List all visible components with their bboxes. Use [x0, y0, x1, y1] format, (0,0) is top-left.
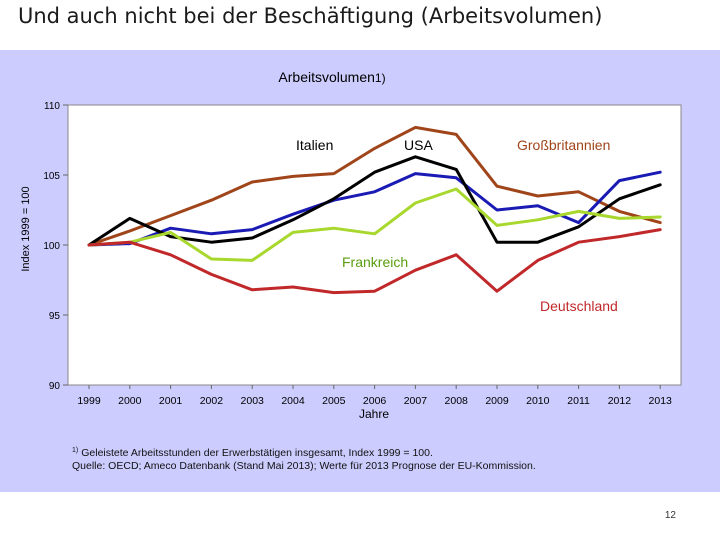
series-label-gb: Großbritannien	[517, 137, 610, 153]
y-tick-label: 90	[49, 381, 61, 392]
x-tick-label: 2012	[608, 395, 632, 407]
slide-title: Und auch nicht bei der Beschäftigung (Ar…	[18, 4, 603, 28]
y-tick-label: 110	[44, 101, 60, 112]
y-tick-label: 100	[43, 241, 60, 252]
x-tick-label: 2008	[445, 395, 469, 407]
footnote: 1) Geleistete Arbeitsstunden der Erwerbst…	[72, 444, 536, 473]
x-tick-label: 2007	[404, 395, 428, 407]
x-tick-label: 2009	[485, 395, 509, 407]
footnote-line-2: Quelle: OECD; Ameco Datenbank (Stand Mai…	[72, 460, 536, 472]
y-tick-label: 95	[49, 311, 61, 322]
x-tick-label: 1999	[77, 395, 101, 407]
series-line-deutschland	[87, 228, 662, 295]
x-tick-label: 2011	[567, 395, 590, 407]
x-tick-label: 2005	[322, 395, 346, 407]
x-tick-label: 2004	[281, 395, 305, 407]
chart-title: Arbeitsvolumen1)	[278, 69, 385, 85]
x-tick-label: 2002	[200, 395, 224, 407]
footnote-marker: 1)	[72, 447, 79, 454]
series-label-usa: USA	[404, 137, 433, 153]
series-line-usa	[87, 125, 662, 247]
plot-area	[67, 104, 682, 386]
x-axis-title: Jahre	[359, 407, 389, 421]
series-line-grossbritannien	[87, 170, 662, 247]
footnote-line-1: Geleistete Arbeitsstunden der Erwerbstät…	[81, 447, 433, 459]
y-tick-label: 105	[43, 171, 60, 182]
x-tick-label: 2001	[159, 395, 183, 407]
series-line-frankreich	[87, 187, 662, 262]
x-tick-label: 2003	[241, 395, 265, 407]
y-axis-title: Index 1999 = 100	[20, 186, 32, 271]
page-number: 12	[664, 510, 676, 521]
series-line-italien	[87, 155, 662, 247]
series-label-frankreich: Frankreich	[342, 254, 408, 270]
x-tick-label: 2000	[118, 395, 142, 407]
x-tick-label: 2010	[526, 395, 550, 407]
series-label-deutschland: Deutschland	[540, 298, 618, 314]
x-tick-label: 2013	[649, 395, 673, 407]
x-tick-label: 2006	[363, 395, 387, 407]
series-label-italien: Italien	[296, 137, 333, 153]
